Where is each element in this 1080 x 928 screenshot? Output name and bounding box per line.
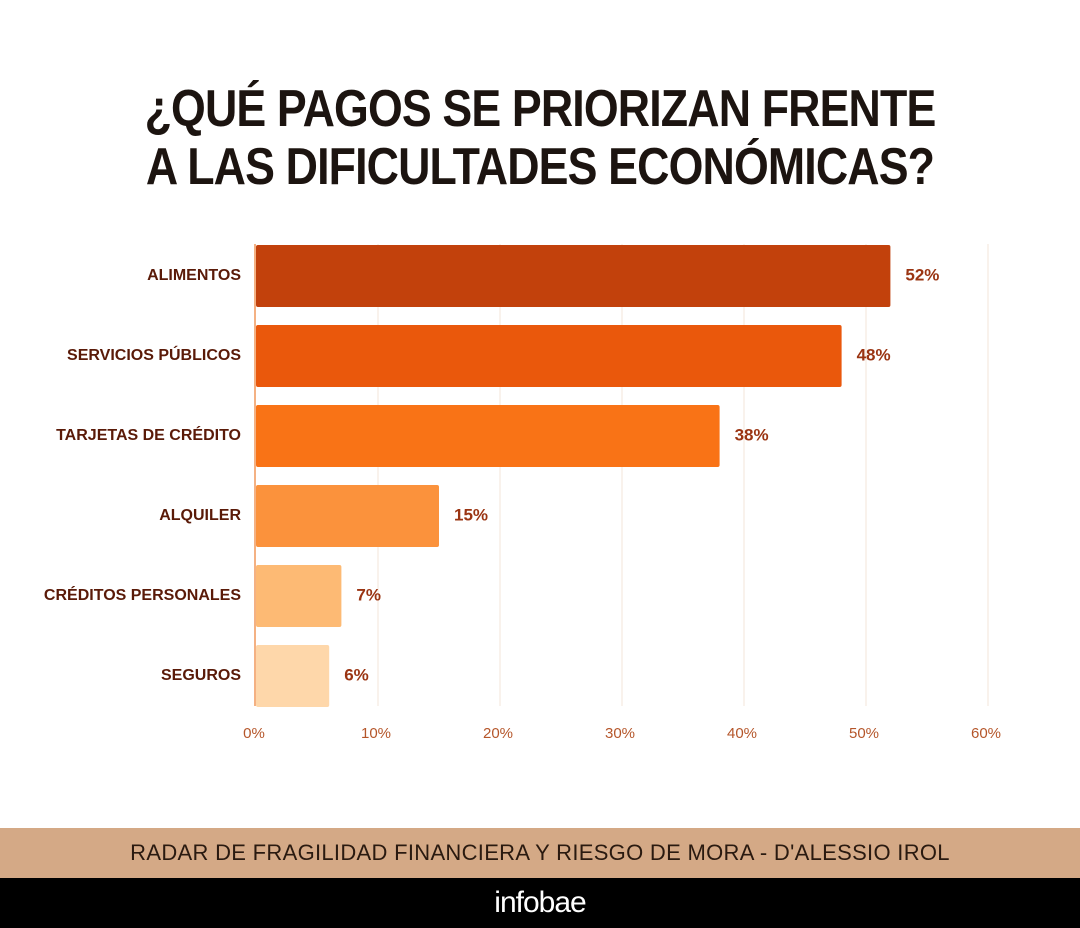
chart-title-line-2: A LAS DIFICULTADES ECONÓMICAS? <box>145 138 935 196</box>
category-label: ALQUILER <box>159 507 241 524</box>
bar-1 <box>256 245 891 307</box>
bar-2 <box>256 325 842 387</box>
x-tick-label: 0% <box>243 725 265 742</box>
footer: infobae <box>0 878 1080 928</box>
x-tick-label: 10% <box>361 725 391 742</box>
value-label: 38% <box>735 425 769 444</box>
x-tick-label: 30% <box>605 725 635 742</box>
value-label: 48% <box>857 345 891 364</box>
source-text: RADAR DE FRAGILIDAD FINANCIERA Y RIESGO … <box>130 840 950 865</box>
x-tick-label: 60% <box>971 725 1001 742</box>
bar-6 <box>256 645 330 707</box>
bar-3 <box>256 405 720 467</box>
category-label: SERVICIOS PÚBLICOS <box>67 345 241 364</box>
category-label: ALIMENTOS <box>147 267 241 284</box>
value-label: 6% <box>344 665 369 684</box>
category-label: TARJETAS DE CRÉDITO <box>56 425 241 444</box>
chart-title-line-1: ¿QUÉ PAGOS SE PRIORIZAN FRENTE <box>144 80 937 138</box>
source-band: RADAR DE FRAGILIDAD FINANCIERA Y RIESGO … <box>0 828 1080 878</box>
x-tick-label: 50% <box>849 725 879 742</box>
x-tick-label: 40% <box>727 725 757 742</box>
value-label: 52% <box>905 265 939 284</box>
chart-title: ¿QUÉ PAGOS SE PRIORIZAN FRENTE A LAS DIF… <box>76 80 1005 196</box>
category-label: SEGUROS <box>161 667 241 684</box>
category-label: CRÉDITOS PERSONALES <box>44 585 241 604</box>
x-tick-label: 20% <box>483 725 513 742</box>
bar-5 <box>256 565 342 627</box>
value-label: 7% <box>356 585 381 604</box>
bar-4 <box>256 485 439 547</box>
infobae-logo: infobae <box>494 886 586 919</box>
bar-chart: ALIMENTOS 52% SERVICIOS PÚBLICOS 48% TARJETA… <box>44 244 1001 742</box>
value-label: 15% <box>454 505 488 524</box>
